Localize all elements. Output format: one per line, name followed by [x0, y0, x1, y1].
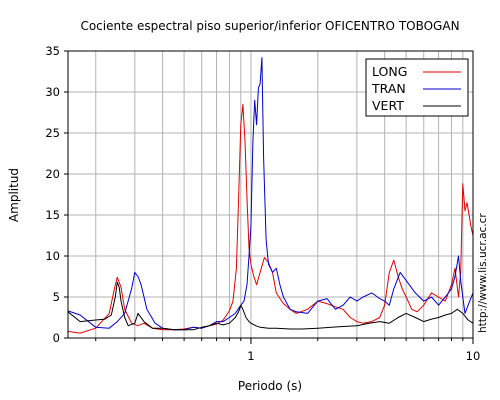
plot-area [67, 57, 474, 334]
y-tick-label: 5 [53, 290, 60, 304]
x-tick-label: 10 [466, 349, 481, 363]
x-tick-label: 1 [247, 349, 254, 363]
x-axis: 1 10 [95, 338, 481, 363]
x-axis-label: Periodo (s) [238, 379, 302, 393]
legend: LONG TRAN VERT [365, 58, 469, 117]
y-tick-label: 10 [45, 249, 60, 263]
y-tick-label: 20 [45, 167, 60, 181]
series-line-vert [67, 281, 474, 331]
plot-frame [67, 50, 474, 339]
legend-label-vert: VERT [372, 98, 404, 113]
chart-title: Cociente espectral piso superior/inferio… [80, 19, 459, 33]
y-tick-label: 0 [53, 331, 60, 345]
legend-label-long: LONG [372, 64, 407, 79]
y-tick-label: 30 [45, 85, 60, 99]
y-axis: 0 5 10 15 20 25 30 35 [45, 44, 68, 345]
y-axis-label: Amplitud [7, 168, 21, 222]
series-line-tran [67, 57, 474, 331]
y-tick-label: 35 [45, 44, 60, 58]
y-tick-label: 25 [45, 126, 60, 140]
legend-label-tran: TRAN [371, 81, 406, 96]
y-tick-label: 15 [45, 208, 60, 222]
side-url-label: http://www.lis.ucr.ac.cr [477, 213, 489, 333]
series-line-long [67, 103, 474, 334]
